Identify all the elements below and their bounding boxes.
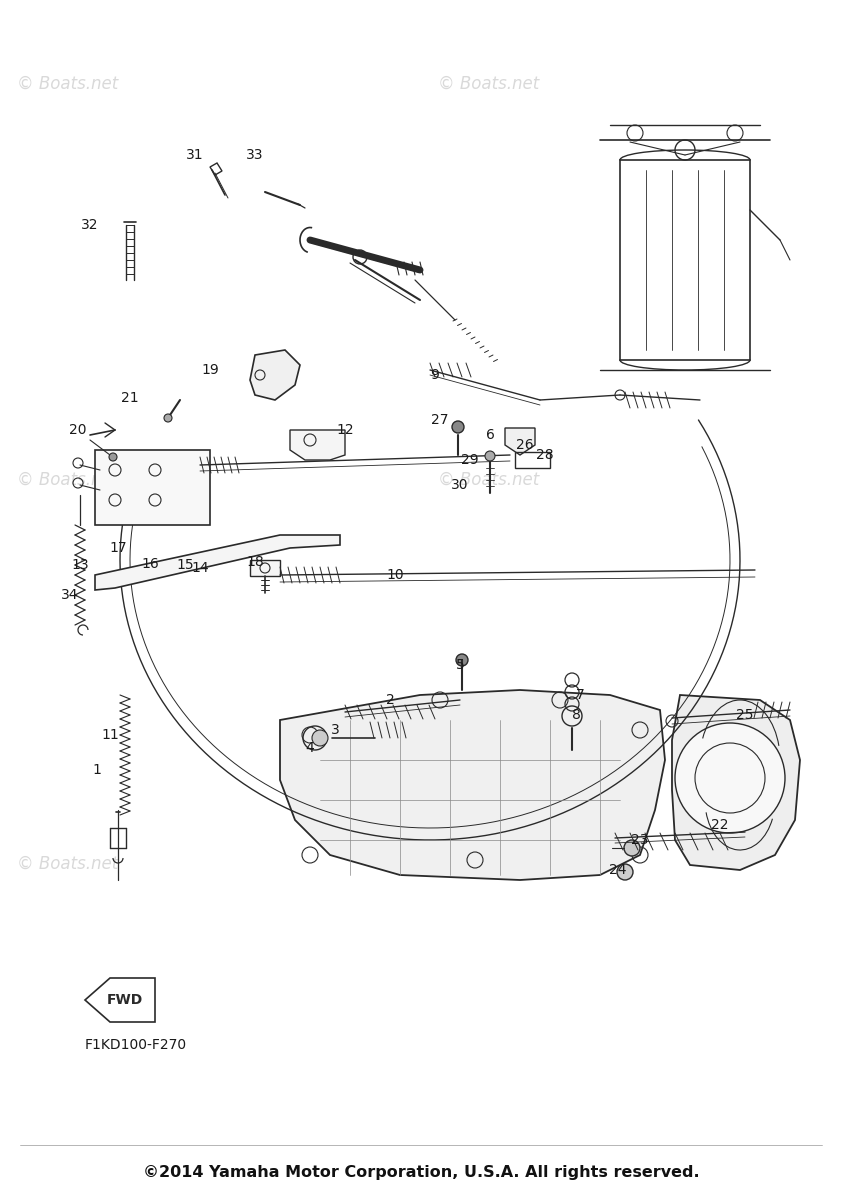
Text: 25: 25 bbox=[736, 708, 754, 722]
Polygon shape bbox=[250, 560, 280, 576]
Text: 1: 1 bbox=[93, 763, 101, 778]
Text: 24: 24 bbox=[610, 863, 626, 877]
Text: 2: 2 bbox=[386, 692, 394, 707]
Text: F1KD100-F270: F1KD100-F270 bbox=[85, 1038, 187, 1052]
Text: 3: 3 bbox=[331, 722, 339, 737]
Text: 29: 29 bbox=[461, 452, 479, 467]
Text: FWD: FWD bbox=[107, 994, 143, 1007]
Text: 21: 21 bbox=[121, 391, 139, 404]
Text: 5: 5 bbox=[456, 658, 465, 672]
Polygon shape bbox=[85, 978, 155, 1022]
Text: 7: 7 bbox=[576, 688, 584, 702]
Text: 22: 22 bbox=[711, 818, 728, 832]
Text: 10: 10 bbox=[386, 568, 404, 582]
Circle shape bbox=[456, 654, 468, 666]
Text: 6: 6 bbox=[486, 428, 494, 442]
Text: 19: 19 bbox=[201, 362, 219, 377]
Polygon shape bbox=[290, 430, 345, 460]
Text: 8: 8 bbox=[572, 708, 580, 722]
Text: 23: 23 bbox=[632, 833, 648, 847]
Text: 15: 15 bbox=[176, 558, 194, 572]
Text: 11: 11 bbox=[101, 728, 119, 742]
Polygon shape bbox=[672, 695, 800, 870]
Text: © Boats.net: © Boats.net bbox=[438, 74, 539, 92]
Text: 31: 31 bbox=[186, 148, 204, 162]
Text: 32: 32 bbox=[81, 218, 99, 232]
Text: 16: 16 bbox=[141, 557, 159, 571]
Circle shape bbox=[164, 414, 172, 422]
Circle shape bbox=[617, 864, 633, 880]
Text: 18: 18 bbox=[246, 554, 264, 569]
Text: 20: 20 bbox=[69, 422, 87, 437]
Text: 33: 33 bbox=[246, 148, 264, 162]
Text: 26: 26 bbox=[516, 438, 534, 452]
Text: © Boats.net: © Boats.net bbox=[17, 74, 118, 92]
Circle shape bbox=[675, 722, 785, 833]
Circle shape bbox=[109, 452, 117, 461]
Text: 30: 30 bbox=[451, 478, 469, 492]
Text: 4: 4 bbox=[306, 740, 314, 755]
Text: 13: 13 bbox=[72, 558, 88, 572]
Text: © Boats.net: © Boats.net bbox=[438, 470, 539, 490]
Text: 28: 28 bbox=[536, 448, 554, 462]
Circle shape bbox=[624, 840, 640, 856]
Text: 17: 17 bbox=[109, 541, 127, 554]
Text: © Boats.net: © Boats.net bbox=[438, 854, 539, 872]
Text: 14: 14 bbox=[191, 560, 209, 575]
Polygon shape bbox=[505, 428, 535, 455]
Text: 12: 12 bbox=[336, 422, 354, 437]
Text: © Boats.net: © Boats.net bbox=[17, 470, 118, 490]
Text: 9: 9 bbox=[430, 368, 440, 382]
Text: © Boats.net: © Boats.net bbox=[17, 854, 118, 872]
Text: ©2014 Yamaha Motor Corporation, U.S.A. All rights reserved.: ©2014 Yamaha Motor Corporation, U.S.A. A… bbox=[142, 1164, 700, 1180]
Circle shape bbox=[452, 421, 464, 433]
Polygon shape bbox=[280, 690, 665, 880]
Polygon shape bbox=[95, 535, 340, 590]
Polygon shape bbox=[95, 450, 210, 526]
Text: 27: 27 bbox=[431, 413, 449, 427]
Text: 34: 34 bbox=[61, 588, 79, 602]
Circle shape bbox=[485, 451, 495, 461]
Polygon shape bbox=[250, 350, 300, 400]
Circle shape bbox=[312, 730, 328, 746]
